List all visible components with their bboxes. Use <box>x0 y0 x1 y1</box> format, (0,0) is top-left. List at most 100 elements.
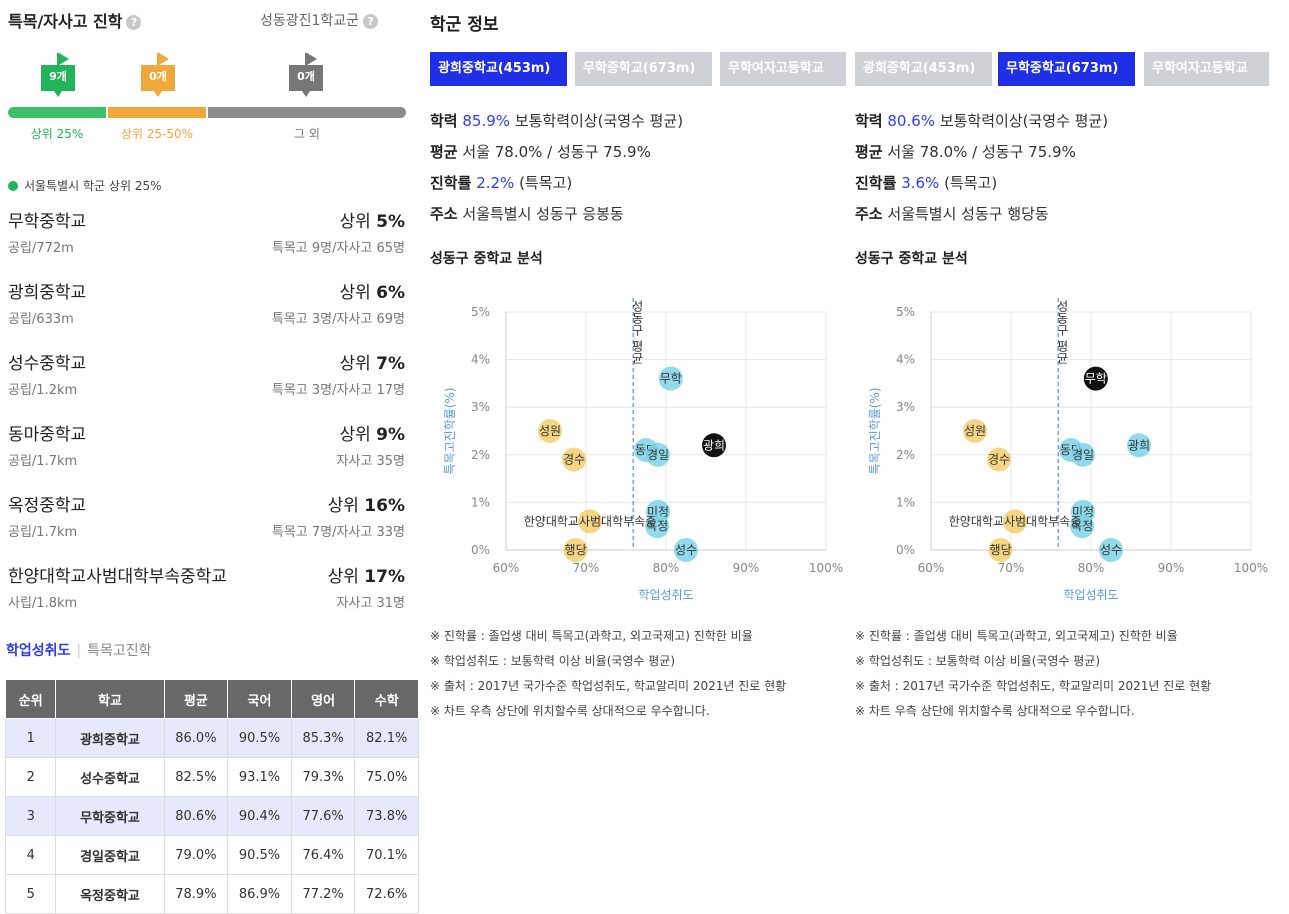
info-label: 주소 <box>430 205 458 223</box>
y-tick-label: 2% <box>471 448 490 462</box>
school-name[interactable]: 한양대학교사범대학부속중학교 <box>8 567 227 587</box>
footnote: ※ 학업성취도 : 보통학력 이상 비율(국영수 평균) <box>430 654 676 668</box>
school-type: 사립/1.8km <box>8 596 78 611</box>
table-row[interactable]: 2 성수중학교 82.5% 93.1% 79.3% 75.0% <box>4 757 419 797</box>
data-point-label: 광희 <box>1128 438 1150 452</box>
data-point-label: 행당 <box>990 542 1012 557</box>
y-tick-label: 4% <box>896 353 915 367</box>
info-label: 평균 <box>430 143 458 161</box>
y-tick-label: 1% <box>896 495 915 509</box>
y-tick-label: 3% <box>896 400 915 414</box>
cell-rank: 2 <box>4 757 57 797</box>
average-line-label: 성동구 평균 <box>630 300 644 364</box>
data-point-label: 경수 <box>563 453 585 467</box>
school-item[interactable]: 동마중학교 상위 9% 공립/1.7km 자사고 35명 <box>8 420 405 484</box>
school-name[interactable]: 무학중학교 <box>8 212 87 232</box>
info-desc: (특목고) <box>944 174 998 192</box>
school-name[interactable]: 동마중학교 <box>8 425 87 445</box>
info-desc: (특목고) <box>519 174 573 192</box>
info-value: 서울 78.0% / 성동구 75.9% <box>462 143 651 161</box>
cell-kor: 86.9% <box>227 874 292 914</box>
school-item[interactable]: 한양대학교사범대학부속중학교 상위 17% 사립/1.8km 자사고 31명 <box>8 562 405 626</box>
info-achievement: 학력 85.9% 보통학력이상(국영수 평균) <box>430 110 683 131</box>
table-row[interactable]: 5 옥정중학교 78.9% 86.9% 77.2% 72.6% <box>4 874 419 914</box>
x-tick-label: 80% <box>653 561 680 575</box>
average-line-label: 성동구 평균 <box>1055 300 1069 364</box>
info-value: 서울특별시 성동구 행당동 <box>887 205 1049 223</box>
rank-value: 6% <box>376 283 405 303</box>
tab-advancement[interactable]: 특목고진학 <box>87 643 152 659</box>
segment-top25-50 <box>108 107 206 118</box>
help-icon[interactable]: ? <box>363 13 379 29</box>
rank-prefix: 상위 <box>339 425 377 445</box>
cell-school: 광희중학교 <box>55 718 165 758</box>
footnote: ※ 출처 : 2017년 국가수준 학업성취도, 학교알리미 2021년 진로 … <box>855 679 1212 693</box>
info-average: 평균 서울 78.0% / 성동구 75.9% <box>430 141 651 162</box>
school-tab[interactable]: 무학중학교(673m) <box>575 52 712 86</box>
rank-prefix: 상위 <box>339 283 377 303</box>
school-name[interactable]: 광희중학교 <box>8 283 87 303</box>
school-item[interactable]: 무학중학교 상위 5% 공립/772m 특목고 9명/자사고 65명 <box>8 207 405 271</box>
school-tab[interactable]: 무학중학교(673m) <box>998 52 1135 86</box>
school-type: 공립/772m <box>8 241 74 256</box>
flag-count: 9개 <box>41 65 75 97</box>
info-achievement: 학력 80.6% 보통학력이상(국영수 평균) <box>855 110 1108 131</box>
col-header: 국어 <box>227 679 292 719</box>
y-tick-label: 2% <box>896 448 915 462</box>
footnote: ※ 출처 : 2017년 국가수준 학업성취도, 학교알리미 2021년 진로 … <box>430 679 787 693</box>
school-item[interactable]: 광희중학교 상위 6% 공립/633m 특목고 3명/자사고 69명 <box>8 278 405 342</box>
cell-math: 73.8% <box>354 796 419 836</box>
flag-count: 0개 <box>141 65 175 97</box>
school-name[interactable]: 옥정중학교 <box>8 496 87 516</box>
school-tab[interactable]: 광희중학교(453m) <box>855 52 992 86</box>
school-item[interactable]: 성수중학교 상위 7% 공립/1.2km 특목고 3명/자사고 17명 <box>8 349 405 413</box>
section-title-text: 특목/자사고 진학 <box>8 12 123 31</box>
cell-eng: 85.3% <box>290 718 356 758</box>
segment-label: 상위 25% <box>30 127 84 141</box>
cell-school: 경일중학교 <box>55 835 165 875</box>
data-point-label: 한양대학교사범대학부속중 <box>524 514 656 528</box>
info-value: 2.2% <box>476 174 515 192</box>
school-rank: 상위 17% <box>328 562 405 587</box>
help-icon[interactable]: ? <box>126 15 142 30</box>
info-rate: 진학률 2.2% (특목고) <box>430 172 572 193</box>
school-rank: 상위 7% <box>339 349 405 374</box>
table-row[interactable]: 1 광희중학교 86.0% 90.5% 85.3% 82.1% <box>4 718 419 758</box>
data-point <box>645 514 670 539</box>
x-tick-label: 70% <box>998 561 1025 575</box>
school-advancement: 특목고 9명/자사고 65명 <box>271 241 405 256</box>
data-point <box>578 509 602 534</box>
school-advancement: 자사고 35명 <box>336 454 405 469</box>
data-point <box>1083 366 1108 391</box>
school-tab[interactable]: 무학여자고등학교 <box>720 52 846 86</box>
y-tick-label: 0% <box>896 543 915 557</box>
table-row[interactable]: 3 무학중학교 80.6% 90.4% 77.6% 73.8% <box>4 796 419 836</box>
school-tab[interactable]: 무학여자고등학교 <box>1144 52 1269 86</box>
school-rank: 상위 9% <box>339 420 405 445</box>
school-item[interactable]: 옥정중학교 상위 16% 공립/1.7km 특목고 7명/자사고 33명 <box>8 491 405 555</box>
rank-value: 9% <box>376 425 405 445</box>
info-label: 주소 <box>855 205 883 223</box>
cell-kor: 93.1% <box>227 757 292 797</box>
school-tab[interactable]: 광희중학교(453m) <box>430 52 567 86</box>
data-point-label: 한양대학교사범대학부속중 <box>949 514 1081 528</box>
cell-avg: 79.0% <box>163 835 229 875</box>
footnote: ※ 차트 우측 상단에 위치할수록 상대적으로 우수합니다. <box>430 704 710 718</box>
school-info-title: 학군 정보 <box>430 15 499 35</box>
x-tick-label: 100% <box>809 561 843 575</box>
tab-achievement[interactable]: 학업성취도 <box>6 643 71 659</box>
info-address: 주소 서울특별시 성동구 응봉동 <box>430 203 624 224</box>
cell-eng: 79.3% <box>290 757 356 797</box>
info-label: 평균 <box>855 143 883 161</box>
table-row[interactable]: 4 경일중학교 79.0% 90.5% 76.4% 70.1% <box>4 835 419 875</box>
school-rank: 상위 6% <box>339 278 405 303</box>
school-type: 공립/1.7km <box>8 454 78 469</box>
school-type: 공립/633m <box>8 312 74 327</box>
cell-rank: 1 <box>4 718 57 758</box>
data-point-label: 옥정 <box>646 519 668 533</box>
segment-top25 <box>8 107 106 118</box>
data-point-label: 성수 <box>1100 543 1122 557</box>
data-point-label: 경일 <box>1072 448 1094 462</box>
school-name[interactable]: 성수중학교 <box>8 354 87 374</box>
rank-value: 5% <box>376 212 405 232</box>
